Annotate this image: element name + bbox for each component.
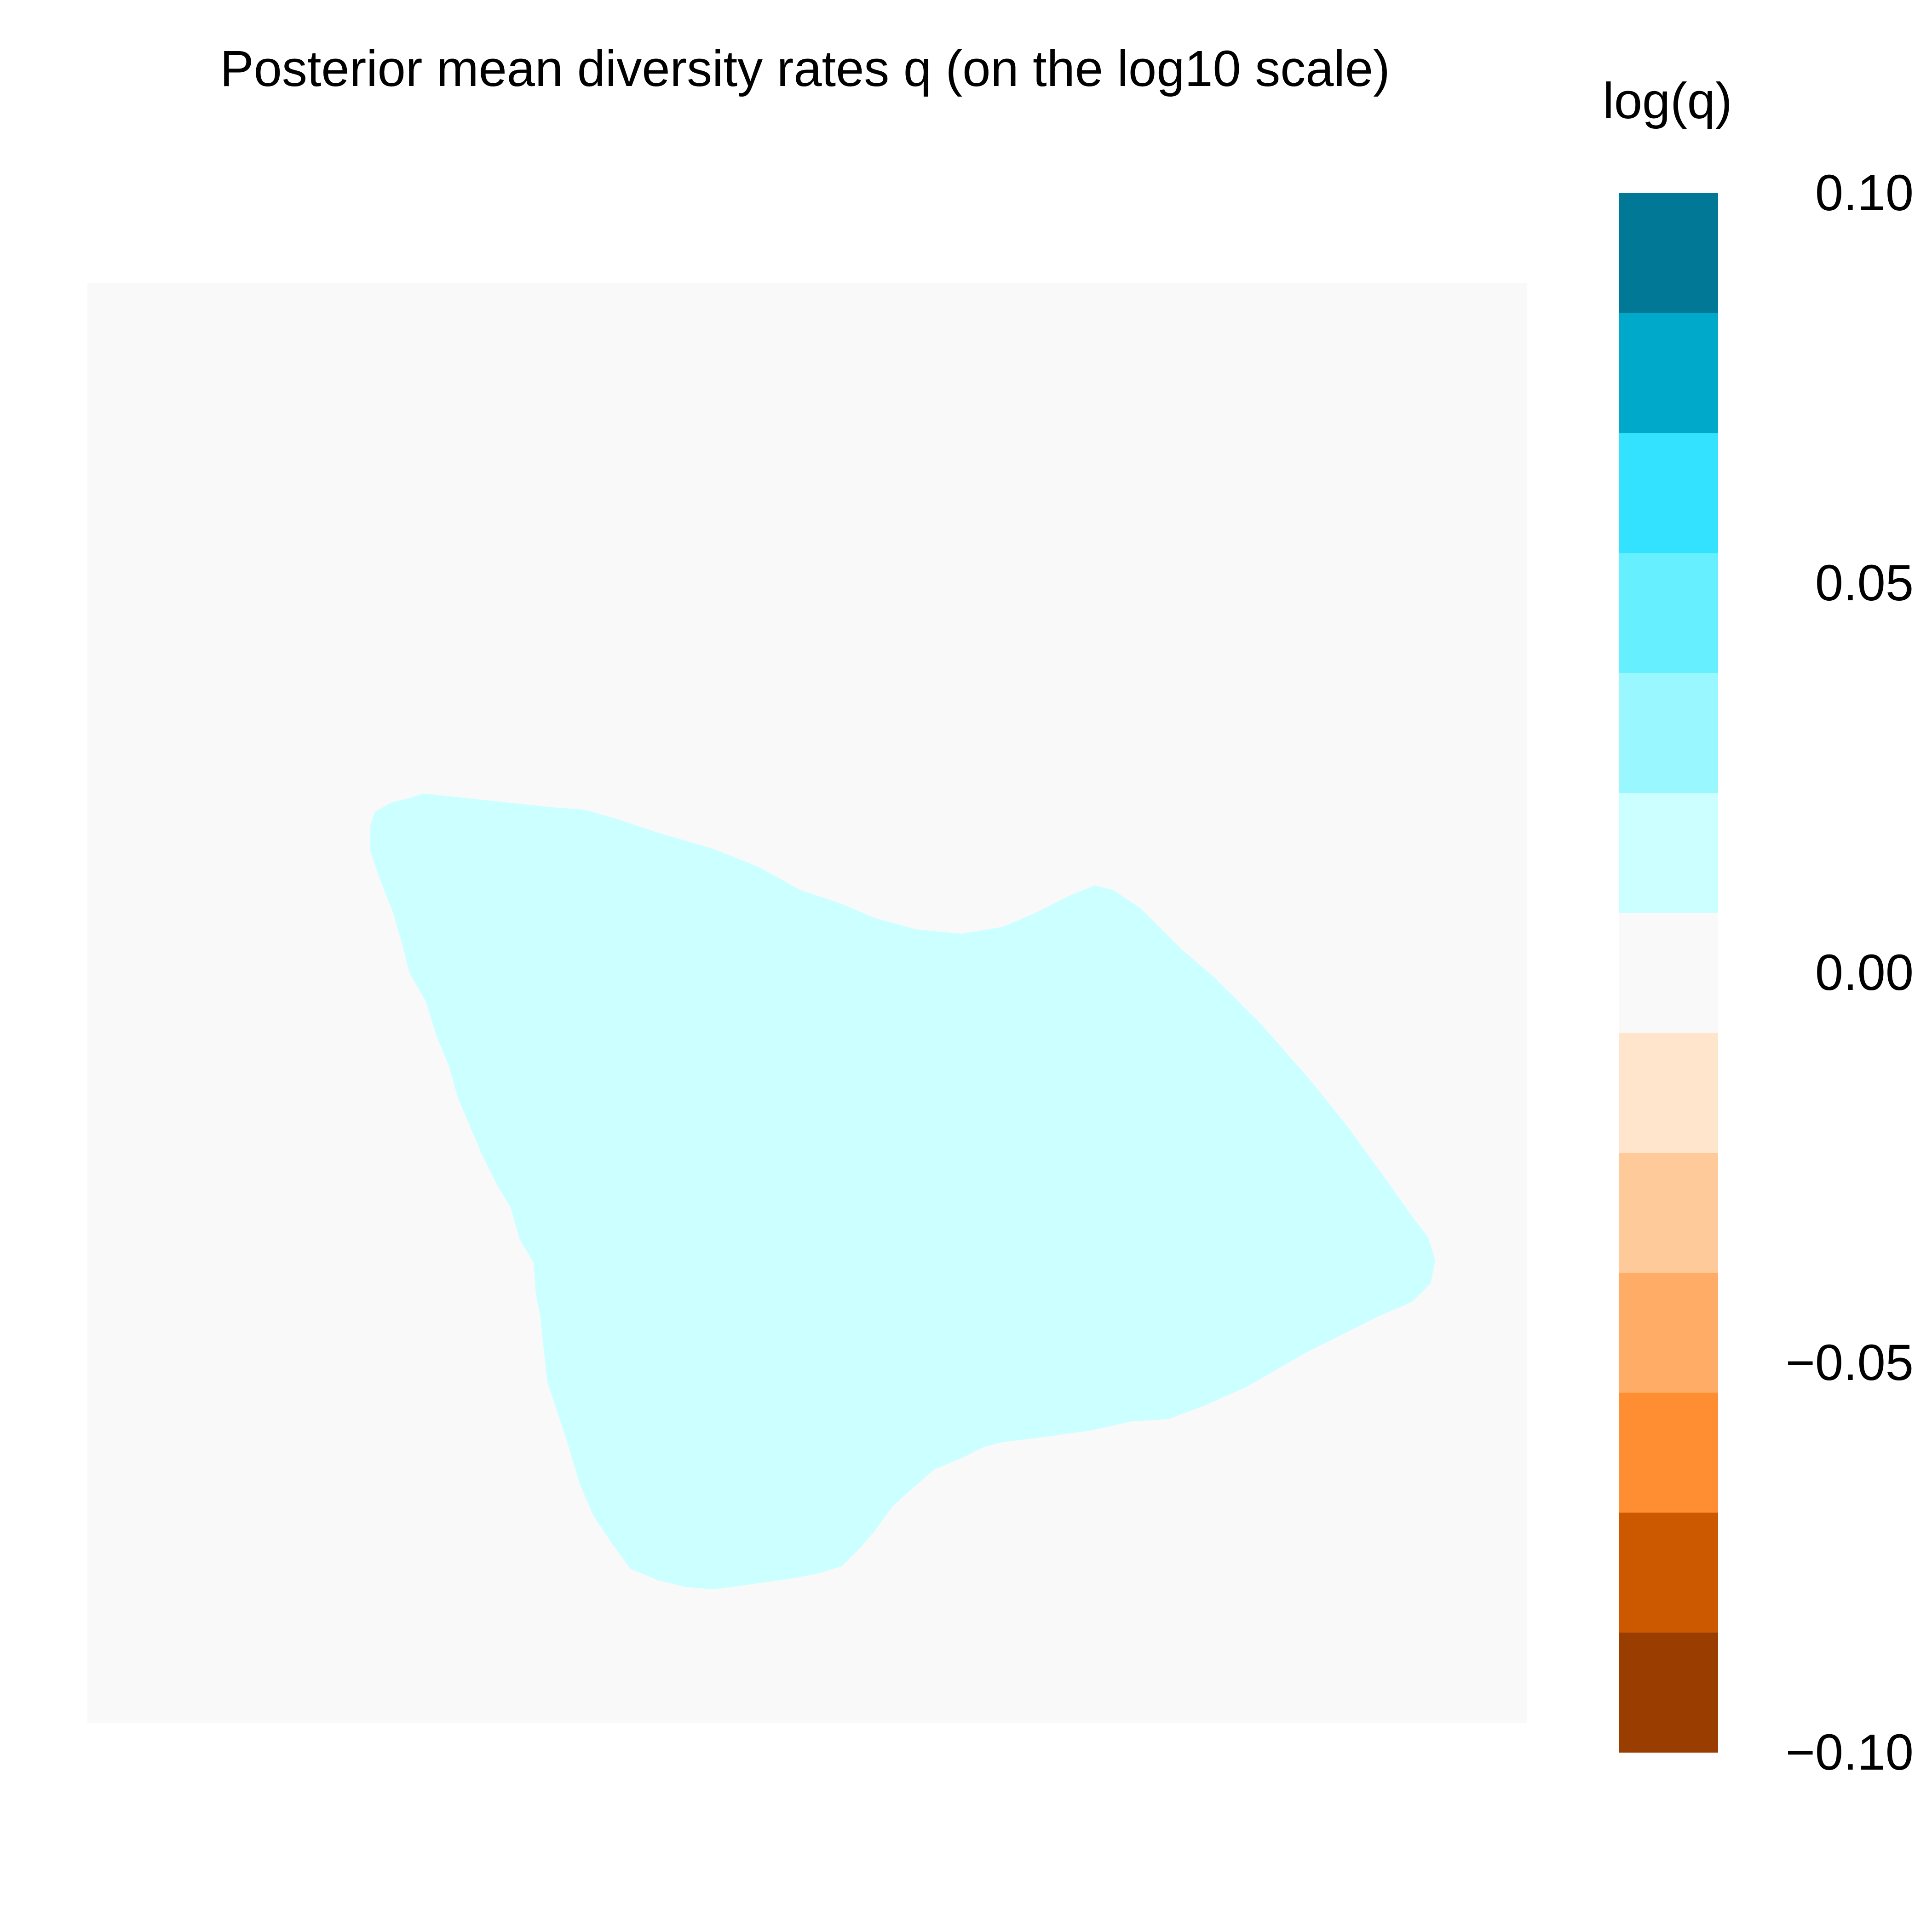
colorbar [1619,193,1718,1753]
colorbar-bin [1619,1633,1718,1753]
colorbar-bin [1619,433,1718,553]
colorbar-bin [1619,553,1718,673]
colorbar-tick-label: 0.05 [1815,554,1914,611]
colorbar-bin [1619,673,1718,794]
colorbar-bin [1619,913,1718,1033]
colorbar-bin [1619,1033,1718,1153]
colorbar-tick-label: 0.10 [1815,165,1914,221]
colorbar-tick-label: −0.10 [1785,1724,1914,1781]
colorbar-tick-label: 0.00 [1815,944,1914,1001]
chart-title: Posterior mean diversity rates q (on the… [220,40,1390,97]
colorbar-bin [1619,1272,1718,1393]
colorbar-bin [1619,1512,1718,1633]
colorbar-bin [1619,313,1718,434]
map-panel [87,283,1527,1723]
colorbar-bin [1619,1153,1718,1273]
habitat-region [370,794,1435,1589]
colorbar-svg [1619,193,1718,1753]
colorbar-tick-label: −0.05 [1785,1334,1914,1391]
legend-title: log(q) [1603,73,1732,129]
colorbar-bin [1619,193,1718,314]
map-svg [87,283,1527,1723]
colorbar-bin [1619,1392,1718,1513]
colorbar-bin [1619,793,1718,914]
colorbar-ticks: 0.10 0.05 0.00 −0.05 −0.10 [1730,165,1914,1781]
